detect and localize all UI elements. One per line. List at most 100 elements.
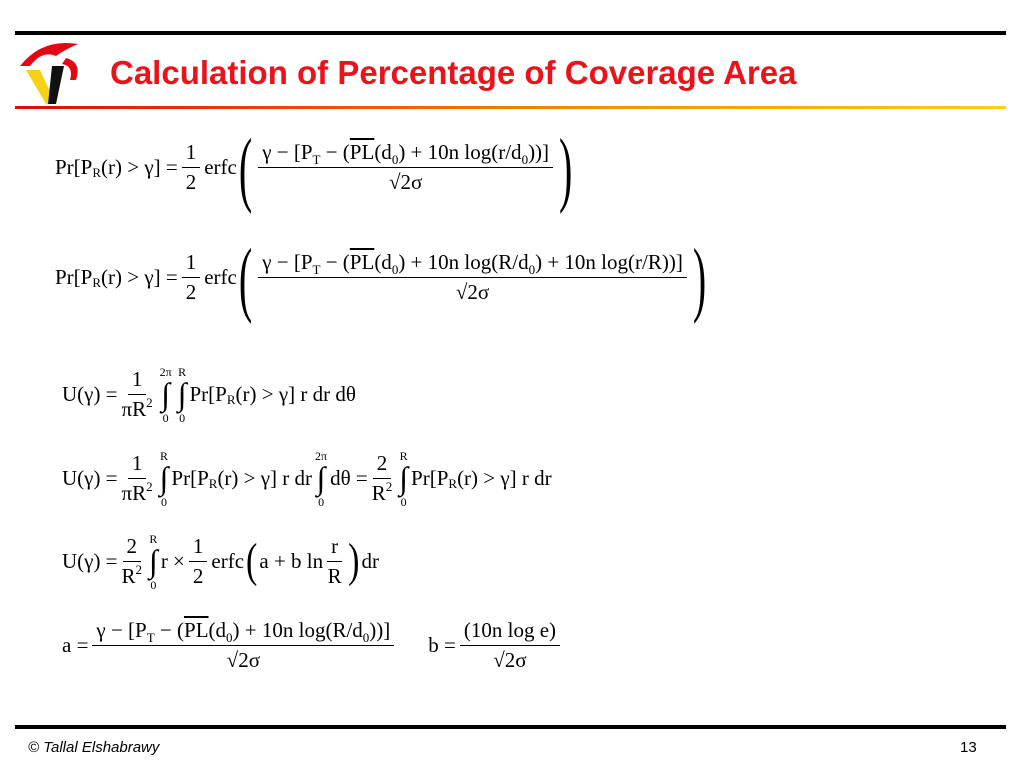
- footer-author: © Tallal Elshabrawy: [28, 739, 160, 756]
- math-text: r: [327, 534, 343, 563]
- math-text: (: [246, 535, 258, 587]
- math-text: T: [146, 630, 155, 645]
- math-text: Pr[P: [411, 466, 449, 491]
- math-text: 2: [146, 395, 153, 411]
- math-text: 1: [127, 367, 147, 396]
- math-text: (d: [374, 250, 392, 274]
- math-text: 1: [188, 534, 208, 563]
- math-text: ): [348, 535, 360, 587]
- math-text: 2π: [159, 365, 172, 379]
- math-text: R: [160, 449, 169, 463]
- math-text: R: [149, 532, 158, 546]
- math-text: Pr[P: [189, 382, 227, 407]
- math-text: γ − [P: [262, 250, 313, 274]
- math-group: γ − [PT − (PL(d0) + 10n log(r/d0))]: [258, 140, 554, 168]
- math-text: erfc: [204, 265, 237, 289]
- title-rule: [15, 106, 1006, 109]
- math-text: 1: [181, 250, 201, 278]
- math-text: ): [692, 230, 707, 325]
- page-number: 13: [960, 739, 977, 756]
- math-text: (d: [208, 618, 227, 642]
- math-text: r ×: [160, 549, 185, 574]
- math-group: 2 R2: [122, 534, 143, 589]
- math-text: πR: [121, 481, 147, 506]
- math-text: − (: [320, 250, 350, 274]
- math-text: 0: [391, 262, 399, 277]
- math-text: ∫: [177, 376, 187, 412]
- math-group: 2 R2: [372, 451, 393, 506]
- math-text: R: [92, 274, 102, 290]
- math-group: 1 πR2: [122, 451, 153, 506]
- math-text: (r) > γ] r dr dθ: [235, 382, 356, 407]
- math-text: 2: [372, 451, 392, 480]
- math-text: ∫: [159, 460, 169, 496]
- math-text: a + b ln: [259, 549, 324, 574]
- math-group: R ∫ 0: [399, 450, 408, 508]
- math-text: PL: [184, 618, 209, 642]
- math-text: γ − [P: [96, 618, 147, 642]
- math-text: ))]: [369, 618, 391, 642]
- math-text: γ − [P: [262, 140, 313, 164]
- math-text: 0: [318, 494, 325, 509]
- equation: U(γ) = 1 πR2 2π ∫ 0 R ∫ 0 Pr[P R (r) > γ] r dr …: [62, 366, 356, 424]
- logo: [20, 42, 78, 104]
- math-text: R: [327, 564, 342, 589]
- math-text: Pr[P: [55, 265, 93, 289]
- math-text: U(γ) =: [62, 549, 118, 574]
- math-group: R2: [122, 562, 143, 589]
- math-text: ))]: [528, 140, 550, 164]
- math-text: R: [208, 475, 218, 491]
- math-group: πR2: [122, 395, 153, 422]
- math-text: R: [371, 481, 386, 506]
- math-text: T: [312, 152, 321, 167]
- math-group: γ − [PT − (PL(d0) + 10n log(R/d0) + 10n …: [258, 250, 687, 278]
- math-text: dr: [361, 549, 379, 574]
- math-group: R ∫ 0: [160, 450, 169, 508]
- math-text: 0: [150, 577, 157, 592]
- math-text: 0: [226, 630, 233, 645]
- math-text: 2: [185, 170, 197, 194]
- math-text: 0: [521, 152, 529, 167]
- math-group: [48, 66, 64, 104]
- math-text: R: [121, 564, 136, 589]
- math-text: R: [448, 475, 458, 491]
- top-rule: [15, 31, 1006, 35]
- math-text: √2σ: [493, 648, 527, 672]
- math-group: γ − [PT − (PL(d0) + 10n log(R/d0) + 10n …: [258, 250, 687, 305]
- math-text: ): [559, 120, 573, 215]
- math-text: √2σ: [455, 280, 490, 304]
- math-text: Pr[P: [55, 155, 93, 179]
- math-text: Pr[P: [171, 466, 209, 491]
- math-text: 0: [162, 410, 169, 425]
- math-text: √2σ: [226, 648, 261, 672]
- math-group: γ − [PT − (PL(d0) + 10n log(r/d0))] √2σ: [258, 140, 554, 195]
- math-text: ∫: [316, 460, 326, 496]
- math-text: R: [178, 365, 187, 379]
- math-text: ) + 10n log(R/d: [232, 618, 363, 642]
- title: Calculation of Percentage of Coverage Ar…: [110, 54, 797, 91]
- math-text: ) + 10n log(r/R))]: [535, 250, 683, 274]
- math-text: U(γ) =: [62, 466, 118, 491]
- math-text: T: [312, 262, 321, 277]
- math-text: 2: [185, 280, 197, 304]
- math-text: 0: [391, 152, 399, 167]
- math-text: 2: [385, 479, 393, 495]
- math-text: 0: [179, 410, 186, 425]
- math-group: πR2: [122, 479, 153, 506]
- math-text: R: [92, 164, 102, 180]
- math-group: [20, 42, 78, 66]
- math-text: 2: [146, 479, 153, 495]
- math-text: PL: [349, 140, 375, 164]
- math-text: (r) > γ] r dr: [457, 466, 552, 491]
- math-text: (10n log e): [459, 618, 561, 646]
- math-group: γ − [PT − (PL(d0) + 10n log(R/d0))] √2σ: [92, 618, 395, 673]
- math-text: (r) > γ] =: [101, 155, 178, 179]
- math-text: dθ =: [330, 466, 368, 491]
